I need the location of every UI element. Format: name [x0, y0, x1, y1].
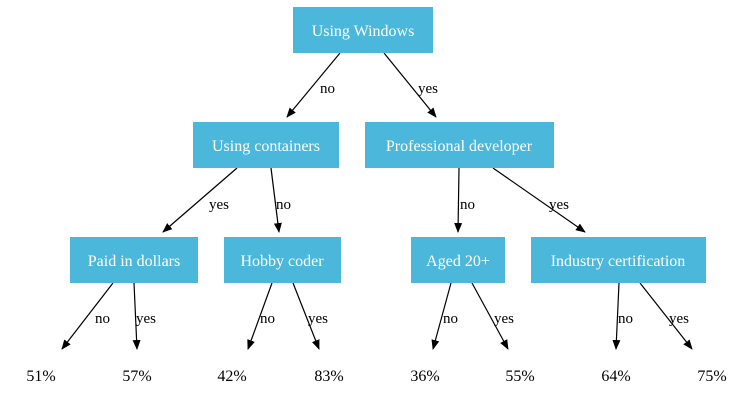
edge-hobby-leaf3	[247, 282, 273, 350]
edge-label-cert-leaf7: no	[618, 311, 633, 327]
leaf-value-2: 57%	[122, 368, 151, 385]
edge-label-containers-paid: yes	[209, 197, 229, 213]
leaf-value-1: 51%	[26, 368, 55, 385]
edge-professional-aged	[454, 167, 463, 233]
leaf-value-3: 42%	[217, 368, 246, 385]
node-label-using-containers: Using containers	[212, 138, 320, 155]
edge-root-professional	[383, 52, 437, 118]
edge-label-root-professional: yes	[418, 81, 438, 97]
edge-label-paid-leaf2: yes	[136, 311, 156, 327]
edge-label-professional-cert: yes	[549, 197, 569, 213]
edge-paid-leaf2	[132, 282, 141, 350]
node-industry-certification: Industry certification	[531, 237, 706, 283]
leaf-value-7: 64%	[601, 368, 630, 385]
node-label-aged-20-plus: Aged 20+	[426, 253, 490, 270]
leaf-value-8: 75%	[697, 368, 726, 385]
edge-hobby-leaf4	[292, 282, 320, 350]
leaf-value-5: 36%	[410, 368, 439, 385]
edge-label-root-containers: no	[320, 81, 335, 97]
node-label-professional-developer: Professional developer	[386, 138, 533, 155]
edge-label-cert-leaf8: yes	[669, 311, 689, 327]
edge-cert-leaf7	[612, 282, 621, 350]
edge-containers-hobby	[270, 167, 282, 233]
leaf-value-4: 83%	[314, 368, 343, 385]
edge-paid-leaf1	[61, 282, 114, 350]
node-using-windows: Using Windows	[293, 7, 433, 53]
node-label-hobby-coder: Hobby coder	[240, 253, 324, 270]
edge-professional-cert	[492, 167, 586, 233]
leaf-value-6: 55%	[505, 368, 534, 385]
edge-label-aged-leaf6: yes	[494, 311, 514, 327]
edge-label-professional-aged: no	[460, 197, 475, 213]
edge-cert-leaf8	[639, 282, 693, 350]
edge-root-containers	[286, 52, 341, 118]
node-label-paid-in-dollars: Paid in dollars	[88, 253, 180, 270]
node-aged-20-plus: Aged 20+	[411, 237, 505, 283]
edge-label-paid-leaf1: no	[95, 311, 110, 327]
node-professional-developer: Professional developer	[365, 122, 554, 168]
node-label-using-windows: Using Windows	[312, 23, 415, 40]
edge-label-aged-leaf5: no	[443, 311, 458, 327]
node-hobby-coder: Hobby coder	[224, 237, 341, 283]
edge-aged-leaf6	[471, 282, 509, 350]
edge-label-hobby-leaf3: no	[260, 311, 275, 327]
edge-label-containers-hobby: no	[276, 197, 291, 213]
edge-label-hobby-leaf4: yes	[308, 311, 328, 327]
node-label-industry-certification: Industry certification	[551, 253, 686, 270]
edge-containers-paid	[162, 167, 238, 233]
node-using-containers: Using containers	[193, 122, 339, 168]
edge-aged-leaf5	[431, 282, 452, 350]
node-paid-in-dollars: Paid in dollars	[70, 237, 198, 283]
